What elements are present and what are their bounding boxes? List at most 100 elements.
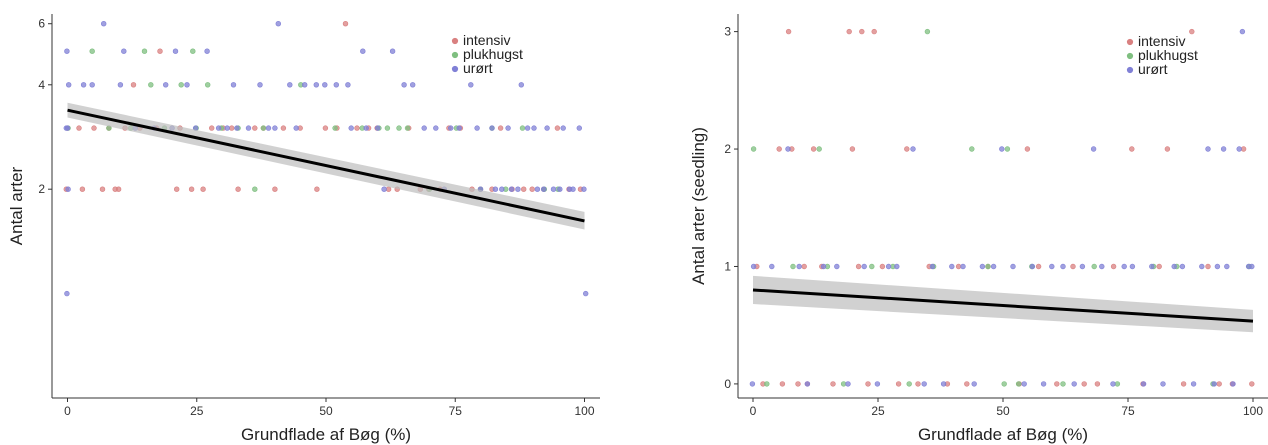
left-legend-label-intensiv: intensiv — [463, 32, 510, 48]
right-point-intensiv-37 — [1156, 263, 1162, 270]
left-point-intensiv-4 — [91, 125, 97, 131]
left-point-urrt-20 — [224, 125, 230, 131]
right-point-plukhugst-1 — [764, 381, 770, 387]
left-point-intensiv-14 — [174, 186, 180, 192]
left-point-intensiv-21 — [235, 186, 241, 192]
right-point-urrt-42 — [1199, 263, 1205, 270]
left-point-urrt-48 — [468, 82, 474, 88]
right-point-urrt-24 — [1021, 381, 1027, 387]
left-point-urrt-27 — [275, 21, 281, 27]
right-point-urrt-39 — [1171, 263, 1177, 270]
right-point-urrt-32 — [1099, 263, 1105, 270]
right-point-intensiv-38 — [1164, 146, 1171, 152]
left-point-plukhugst-13 — [252, 186, 258, 192]
right-point-urrt-52 — [1249, 263, 1255, 270]
right-point-urrt-17 — [949, 263, 955, 270]
right-point-intensiv-15 — [859, 28, 865, 35]
left-x-tick-label-75: 75 — [449, 404, 463, 418]
right-point-urrt-13 — [910, 146, 916, 152]
left-point-urrt-4 — [65, 82, 72, 88]
right-point-urrt-29 — [1071, 381, 1077, 387]
left-point-urrt-22 — [234, 125, 240, 131]
left-point-urrt-40 — [389, 48, 396, 54]
right-point-plukhugst-19 — [1114, 381, 1121, 387]
right-point-intensiv-25 — [964, 381, 970, 387]
right-point-intensiv-16 — [865, 381, 871, 387]
chart-right-seedling-richness: 0 25 50 75 100 0 1 2 3 Grundflade af Bøg (%) Antal… — [689, 14, 1268, 444]
left-point-urrt-60 — [534, 186, 541, 192]
left-point-urrt-32 — [322, 82, 328, 88]
left-point-intensiv-45 — [497, 125, 504, 131]
right-point-intensiv-11 — [830, 381, 836, 387]
right-point-urrt-14 — [921, 381, 927, 387]
left-point-intensiv-18 — [209, 125, 215, 131]
right-point-urrt-28 — [1060, 263, 1066, 270]
right-x-tick-label-75: 75 — [1121, 404, 1135, 418]
left-point-urrt-8 — [100, 21, 107, 27]
chart-left-species-richness: 0 25 50 75 100 2 4 6 Grundflade af Bøg (%) Antal … — [7, 14, 600, 444]
right-point-intensiv-33 — [1094, 381, 1101, 387]
right-point-intensiv-32 — [1081, 381, 1087, 387]
right-point-urrt-31 — [1090, 146, 1097, 152]
left-x-axis-title: Grundflade af Bøg (%) — [241, 425, 411, 444]
right-point-urrt-43 — [1205, 146, 1211, 152]
right-point-intensiv-2 — [776, 146, 782, 152]
right-point-plukhugst-9 — [924, 28, 931, 35]
right-point-urrt-44 — [1211, 381, 1217, 387]
right-point-urrt-46 — [1220, 146, 1227, 152]
right-point-intensiv-41 — [1205, 263, 1211, 270]
left-point-urrt-29 — [293, 125, 299, 131]
left-point-urrt-54 — [505, 125, 511, 131]
left-point-urrt-30 — [302, 82, 308, 88]
left-point-intensiv-27 — [314, 186, 320, 192]
right-point-intensiv-40 — [1189, 28, 1195, 35]
left-point-urrt-6 — [80, 82, 87, 88]
right-x-tick-label-25: 25 — [871, 404, 885, 418]
right-x-tick-label-0: 0 — [750, 404, 757, 418]
left-point-plukhugst-4 — [141, 48, 148, 54]
right-point-urrt-49 — [1236, 146, 1242, 152]
right-point-intensiv-35 — [1129, 146, 1135, 152]
right-point-urrt-38 — [1160, 381, 1166, 387]
left-point-urrt-1 — [65, 186, 71, 192]
left-point-urrt-67 — [570, 186, 576, 192]
left-point-urrt-57 — [518, 82, 524, 88]
left-point-plukhugst-16 — [332, 125, 338, 131]
right-legend-label-plukhugst: plukhugst — [1138, 47, 1198, 63]
left-point-intensiv-50 — [554, 125, 561, 131]
left-legend-label-plukhugst: plukhugst — [463, 46, 523, 62]
right-point-intensiv-31 — [1070, 263, 1076, 270]
left-point-intensiv-17 — [200, 186, 206, 192]
right-point-intensiv-20 — [904, 146, 910, 152]
right-point-urrt-0 — [749, 381, 756, 387]
left-legend-marker-urrt — [451, 65, 459, 73]
left-point-intensiv-13 — [157, 48, 163, 54]
left-point-urrt-53 — [499, 186, 505, 192]
left-point-urrt-10 — [121, 48, 127, 54]
right-point-urrt-18 — [960, 263, 966, 270]
right-point-urrt-48 — [1230, 381, 1236, 387]
right-point-urrt-27 — [1049, 263, 1055, 270]
right-point-plukhugst-12 — [985, 263, 991, 270]
right-trend-line — [752, 288, 1254, 323]
left-point-plukhugst-7 — [178, 82, 184, 88]
left-point-intensiv-47 — [520, 186, 527, 192]
left-legend-marker-plukhugst — [451, 51, 459, 59]
left-point-urrt-39 — [381, 186, 387, 192]
left-point-plukhugst-8 — [190, 48, 196, 54]
left-point-urrt-44 — [433, 125, 439, 131]
right-point-urrt-6 — [820, 263, 827, 270]
right-point-urrt-34 — [1121, 263, 1127, 270]
left-point-intensiv-34 — [385, 186, 392, 192]
left-legend-label-urrt: urørt — [463, 60, 493, 76]
right-point-plukhugst-11 — [969, 146, 975, 152]
left-point-urrt-16 — [184, 82, 190, 88]
left-point-urrt-9 — [117, 82, 124, 88]
left-point-urrt-5 — [64, 48, 70, 54]
right-point-urrt-23 — [1010, 263, 1016, 270]
left-point-intensiv-2 — [76, 125, 82, 131]
right-point-plukhugst-3 — [816, 146, 822, 152]
right-y-tick-label-0: 0 — [724, 377, 731, 391]
left-point-plukhugst-19 — [384, 125, 391, 131]
